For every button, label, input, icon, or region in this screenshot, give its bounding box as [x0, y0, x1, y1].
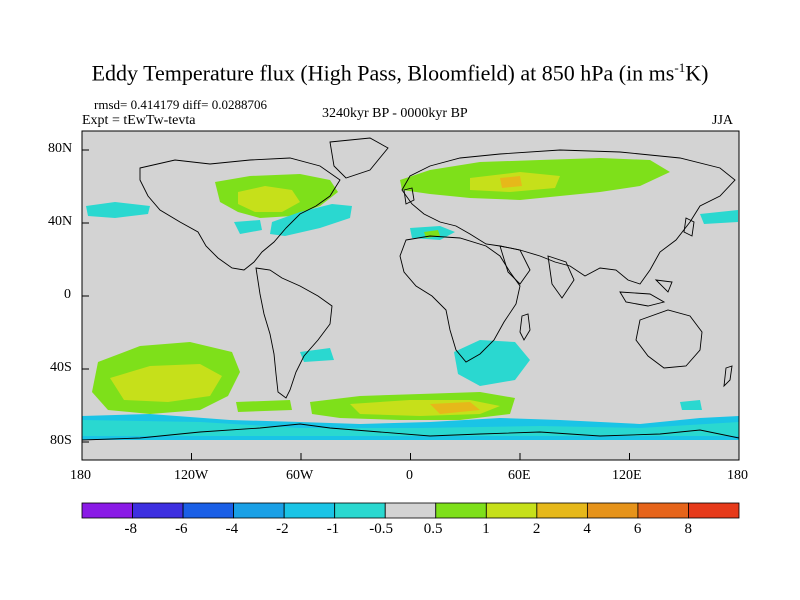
- y-tick-label: 40S: [50, 360, 72, 375]
- period-label: 3240kyr BP - 0000kyr BP: [322, 106, 468, 121]
- coast-south-america: [255, 267, 333, 399]
- colorbar-label: -6: [175, 521, 188, 537]
- y-tick-label: 80S: [50, 433, 72, 448]
- colorbar-swatch: [283, 502, 336, 519]
- antarctica-land: [82, 440, 739, 460]
- y-tick-label: 40N: [48, 214, 73, 229]
- colorbar-label: -8: [124, 521, 138, 537]
- colorbar-swatch: [586, 502, 639, 519]
- colorbar-label: -1: [326, 521, 340, 537]
- x-tick-label: 180: [727, 468, 748, 483]
- colorbar-label: 8: [684, 521, 692, 537]
- colorbar-label: -4: [225, 521, 239, 537]
- x-tick-label: 0: [406, 468, 413, 483]
- anomaly-west-pacific-north: [86, 202, 150, 218]
- coast-maritime-asia: [619, 279, 673, 307]
- coast-madagascar: [519, 313, 531, 341]
- colorbar-label: 2: [532, 521, 541, 537]
- anomaly-south-pacific-core: [110, 364, 222, 402]
- x-tick-label: 180: [70, 468, 91, 483]
- y-tick-label: 80N: [48, 141, 73, 156]
- x-tick-label: 120E: [612, 468, 642, 483]
- coast-japan: [683, 217, 695, 237]
- colorbar-label: 6: [633, 521, 642, 537]
- x-tick-label: 120W: [174, 468, 209, 483]
- title-unit-end: K): [685, 60, 709, 86]
- colorbar-swatch: [384, 502, 437, 519]
- stats-text: rmsd= 0.414179 diff= 0.0288706: [94, 97, 267, 112]
- colorbar-label: 1: [482, 521, 490, 537]
- coast-greenland: [329, 137, 389, 179]
- colorbar-label: -2: [276, 521, 289, 537]
- season-label: JJA: [712, 113, 734, 128]
- colorbar-label: 4: [583, 521, 591, 537]
- anomaly-field: [82, 158, 739, 460]
- anomaly-north-atlantic: [270, 204, 352, 236]
- colorbar-swatch: [81, 502, 133, 519]
- anomaly-south-indian: [680, 400, 702, 410]
- colorbar: [81, 502, 740, 519]
- coast-africa: [399, 235, 521, 363]
- coast-british-isles: [403, 187, 415, 205]
- anomaly-north-pacific-east: [700, 210, 738, 224]
- colorbar-swatch: [435, 502, 487, 519]
- colorbar-swatch: [233, 502, 285, 519]
- experiment-label: Expt = tEwTw-tevta: [82, 113, 196, 128]
- colorbar-swatch: [132, 502, 184, 519]
- anomaly-eurasia-orange: [500, 176, 522, 188]
- coastlines: [82, 137, 739, 441]
- colorbar-swatch: [688, 502, 740, 519]
- coast-australia: [635, 309, 703, 369]
- title-superscript: -1: [674, 60, 686, 75]
- x-axis-ticks: [81, 453, 740, 460]
- x-tick-label: 60W: [286, 468, 314, 483]
- colorbar-swatch: [182, 502, 235, 519]
- colorbar-swatch: [485, 502, 538, 519]
- map-title: Eddy Temperature flux (High Pass, Bloomf…: [0, 60, 800, 86]
- coast-eurasia: [401, 149, 736, 285]
- coast-arabia-india: [499, 245, 575, 299]
- colorbar-swatch: [637, 502, 689, 519]
- coast-north-america: [139, 157, 341, 271]
- anomaly-south-atlantic: [454, 340, 530, 386]
- x-tick-label: 60E: [508, 468, 531, 483]
- anomaly-antarctic-belt-light: [82, 420, 739, 436]
- colorbar-swatch: [334, 502, 386, 519]
- colorbar-label: -0.5: [369, 521, 393, 537]
- anomaly-north-pacific: [234, 220, 262, 234]
- coast-antarctica: [82, 423, 739, 441]
- y-tick-label: 0: [64, 287, 71, 302]
- colorbar-swatch: [536, 502, 588, 519]
- anomaly-southern-ocean-orange: [430, 402, 480, 414]
- coast-new-zealand: [723, 365, 733, 388]
- colorbar-label: 0.5: [423, 521, 443, 537]
- y-axis-ticks: [82, 149, 89, 443]
- anomaly-north-america-core: [238, 186, 300, 212]
- title-text: Eddy Temperature flux (High Pass, Bloomf…: [91, 60, 675, 86]
- anomaly-southern-green-patch: [236, 400, 292, 412]
